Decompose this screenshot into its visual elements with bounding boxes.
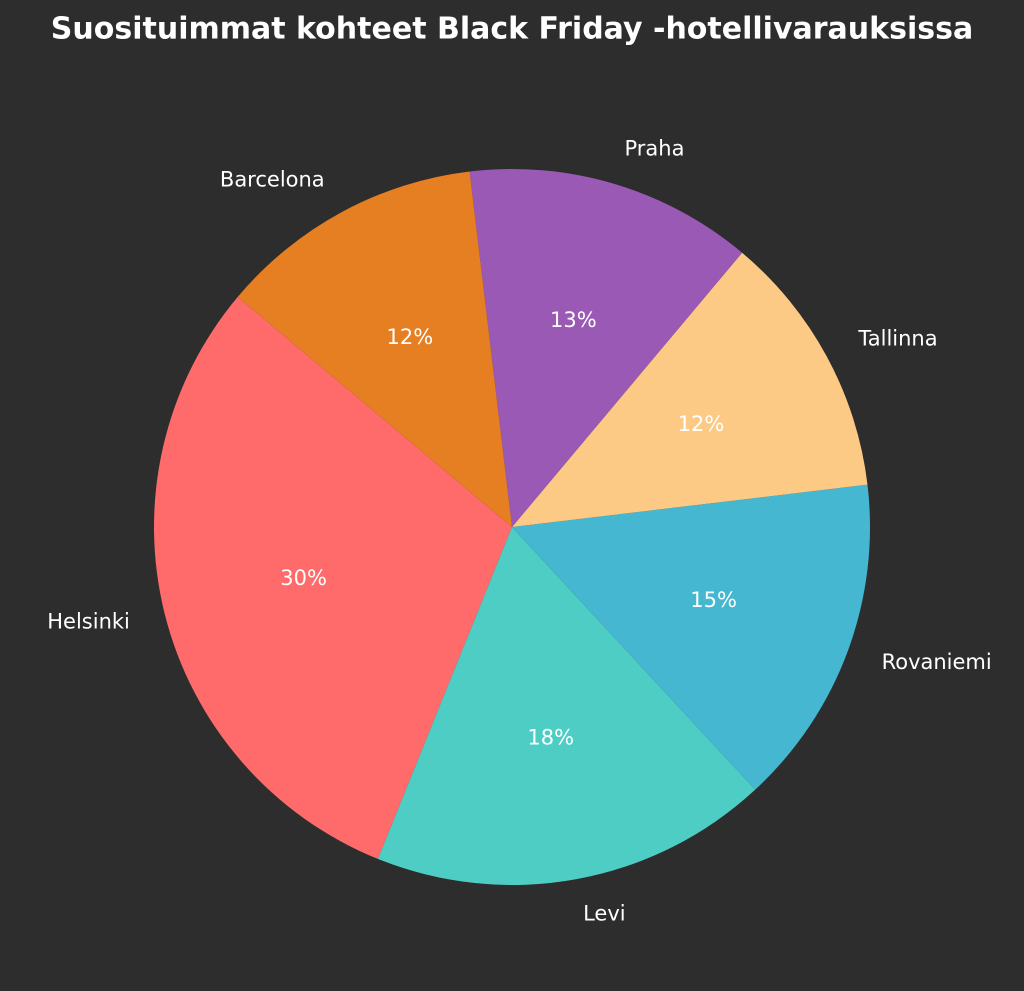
slice-label: Helsinki xyxy=(47,609,130,633)
slice-label: Tallinna xyxy=(857,327,937,351)
pie-slice xyxy=(237,171,512,527)
slice-label: Rovaniemi xyxy=(882,650,992,674)
slice-value-label: 12% xyxy=(386,325,433,349)
pie-slice xyxy=(154,296,512,859)
pie-slice xyxy=(377,527,756,885)
slice-value-label: 15% xyxy=(690,588,737,612)
slice-value-label: 18% xyxy=(527,725,574,749)
slice-value-label: 30% xyxy=(280,566,327,590)
pie-slice xyxy=(512,252,868,527)
slice-value-label: 13% xyxy=(550,308,597,332)
pie-slice xyxy=(512,484,870,790)
slice-value-label: 12% xyxy=(678,412,725,436)
slice-label: Praha xyxy=(625,137,685,161)
slice-label: Levi xyxy=(583,901,626,925)
pie: Helsinki 30% Levi 18% Rovaniemi 15% Tallinna 12… xyxy=(47,137,991,926)
slice-label: Barcelona xyxy=(220,168,325,192)
pie-slice xyxy=(469,168,743,527)
chart-title: Suosituimmat kohteet Black Friday -hotel… xyxy=(51,12,973,47)
